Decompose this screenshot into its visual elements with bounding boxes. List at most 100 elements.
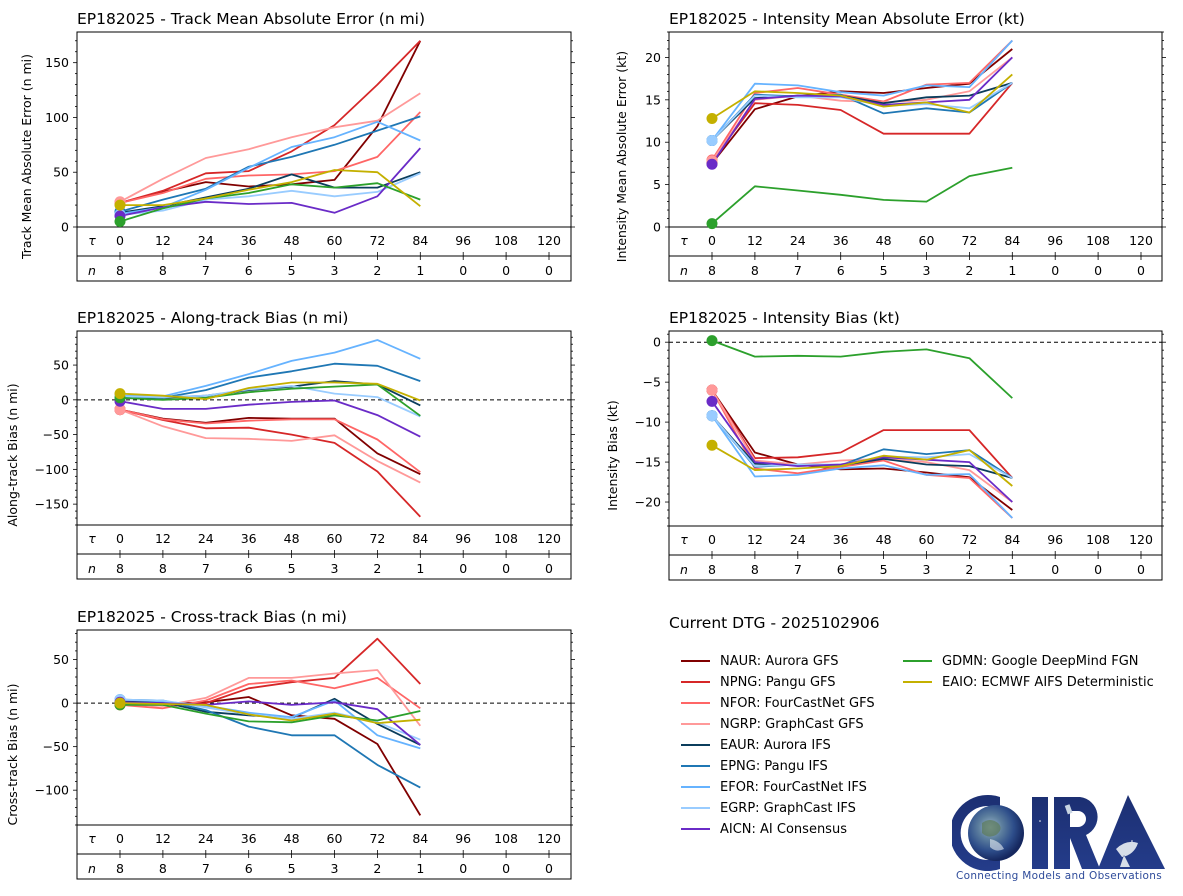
series-line-nfor bbox=[119, 677, 421, 710]
tau-label: τ bbox=[88, 831, 96, 846]
initial-marker-egrp bbox=[706, 410, 718, 422]
series-line-ngrp bbox=[119, 669, 422, 727]
n-count-label: 0 bbox=[502, 263, 510, 278]
tau-tick-label: 72 bbox=[961, 532, 977, 547]
legend-item-ngrp: NGRP: GraphCast GFS bbox=[681, 714, 864, 734]
initial-marker-ngrp bbox=[114, 698, 126, 710]
series-line-epng bbox=[119, 362, 421, 399]
n-count-label: 7 bbox=[202, 263, 210, 278]
n-count-label: 2 bbox=[373, 861, 381, 876]
n-count-label: 0 bbox=[459, 561, 467, 576]
tau-tick-label: 0 bbox=[708, 532, 716, 547]
along-track-bias-chart: EP182025 - Along-track Bias (n mi) Along-… bbox=[5, 309, 575, 580]
tau-tick-label: 84 bbox=[412, 531, 428, 546]
series-line-egrp bbox=[119, 384, 421, 418]
legend-item-aicn: AICN: AI Consensus bbox=[681, 819, 847, 839]
y-tick-label: 0 bbox=[61, 220, 69, 235]
n-label: n bbox=[88, 561, 96, 576]
initial-marker-eaio bbox=[114, 199, 126, 211]
n-count-label: 7 bbox=[202, 861, 210, 876]
series-line-gdmn bbox=[119, 182, 421, 223]
series-line-epng bbox=[119, 115, 421, 213]
legend-label: NAUR: Aurora GFS bbox=[720, 653, 839, 669]
n-count-label: 3 bbox=[331, 861, 339, 876]
series-line-nfor bbox=[711, 39, 1013, 161]
tau-tick-label: 36 bbox=[241, 831, 257, 846]
tau-tick-label: 0 bbox=[708, 233, 716, 248]
n-count-label: 0 bbox=[502, 861, 510, 876]
legend-swatch bbox=[681, 765, 710, 767]
y-tick-label: −100 bbox=[35, 462, 69, 477]
tau-tick-label: 0 bbox=[116, 531, 124, 546]
dtg-title: Current DTG - 2025102906 bbox=[669, 614, 880, 632]
tau-tick-label: 96 bbox=[455, 831, 471, 846]
n-label: n bbox=[88, 861, 96, 876]
n-count-label: 5 bbox=[880, 263, 888, 278]
initial-marker-epng bbox=[114, 206, 126, 218]
initial-marker-eaur bbox=[114, 391, 126, 403]
initial-marker-efor bbox=[114, 208, 126, 220]
tau-tick-label: 108 bbox=[1086, 233, 1110, 248]
n-count-label: 5 bbox=[880, 562, 888, 577]
initial-marker-efor bbox=[114, 694, 126, 706]
tau-tick-label: 84 bbox=[412, 831, 428, 846]
initial-marker-egrp bbox=[114, 390, 126, 402]
series-line-aicn bbox=[711, 400, 1013, 503]
tau-tick-label: 120 bbox=[1129, 233, 1153, 248]
n-count-label: 0 bbox=[1137, 263, 1145, 278]
y-tick-label: 100 bbox=[45, 110, 69, 125]
initial-marker-nfor bbox=[706, 154, 718, 166]
y-tick-label: −150 bbox=[35, 497, 69, 512]
series-line-gdmn bbox=[119, 383, 421, 417]
n-count-label: 0 bbox=[1094, 562, 1102, 577]
y-axis-label: Along-track Bias (n mi) bbox=[5, 383, 20, 526]
y-tick-label: −50 bbox=[43, 427, 69, 442]
n-count-label: 1 bbox=[1008, 263, 1016, 278]
legend-item-naur: NAUR: Aurora GFS bbox=[681, 651, 838, 671]
tau-tick-label: 108 bbox=[494, 531, 518, 546]
initial-marker-nfor bbox=[114, 699, 126, 711]
n-count-label: 6 bbox=[245, 861, 253, 876]
legend-item-npng: NPNG: Pangu GFS bbox=[681, 672, 836, 692]
n-count-label: 6 bbox=[837, 562, 845, 577]
series-line-naur bbox=[711, 48, 1013, 164]
plot-frame bbox=[668, 330, 1163, 581]
series-line-eaio bbox=[120, 169, 421, 207]
n-count-label: 2 bbox=[965, 562, 973, 577]
tau-tick-label: 120 bbox=[537, 831, 561, 846]
series-line-naur bbox=[119, 40, 422, 204]
chart-title: EP182025 - Track Mean Absolute Error (n … bbox=[77, 10, 425, 28]
initial-marker-naur bbox=[114, 696, 126, 708]
n-count-label: 1 bbox=[416, 861, 424, 876]
n-count-label: 8 bbox=[751, 263, 759, 278]
tau-tick-label: 24 bbox=[790, 532, 806, 547]
tau-tick-label: 12 bbox=[747, 532, 763, 547]
initial-marker-gdmn bbox=[114, 699, 126, 711]
initial-marker-eaur bbox=[706, 135, 718, 147]
series-line-npng bbox=[711, 389, 1013, 479]
initial-marker-epng bbox=[706, 410, 718, 422]
series-line-naur bbox=[711, 389, 1013, 511]
n-count-label: 8 bbox=[751, 562, 759, 577]
n-count-label: 3 bbox=[331, 263, 339, 278]
series-line-egrp bbox=[119, 172, 421, 216]
tau-tick-label: 72 bbox=[369, 233, 385, 248]
tau-tick-label: 24 bbox=[198, 831, 214, 846]
series-line-npng bbox=[119, 637, 421, 707]
n-count-label: 1 bbox=[416, 263, 424, 278]
tau-tick-label: 48 bbox=[284, 831, 300, 846]
tau-tick-label: 12 bbox=[747, 233, 763, 248]
legend-label: EAIO: ECMWF AIFS Deterministic bbox=[942, 674, 1154, 690]
tau-tick-label: 0 bbox=[116, 233, 124, 248]
n-count-label: 0 bbox=[459, 263, 467, 278]
series-line-eaio bbox=[119, 381, 421, 402]
y-tick-label: −50 bbox=[43, 739, 69, 754]
n-count-label: 6 bbox=[245, 263, 253, 278]
n-count-label: 1 bbox=[1008, 562, 1016, 577]
series-line-nfor bbox=[711, 389, 1013, 519]
n-count-label: 1 bbox=[416, 561, 424, 576]
tau-tick-label: 36 bbox=[241, 233, 257, 248]
logo-letter-i bbox=[1032, 797, 1048, 869]
y-tick-label: −15 bbox=[635, 455, 661, 470]
initial-marker-naur bbox=[114, 404, 126, 416]
